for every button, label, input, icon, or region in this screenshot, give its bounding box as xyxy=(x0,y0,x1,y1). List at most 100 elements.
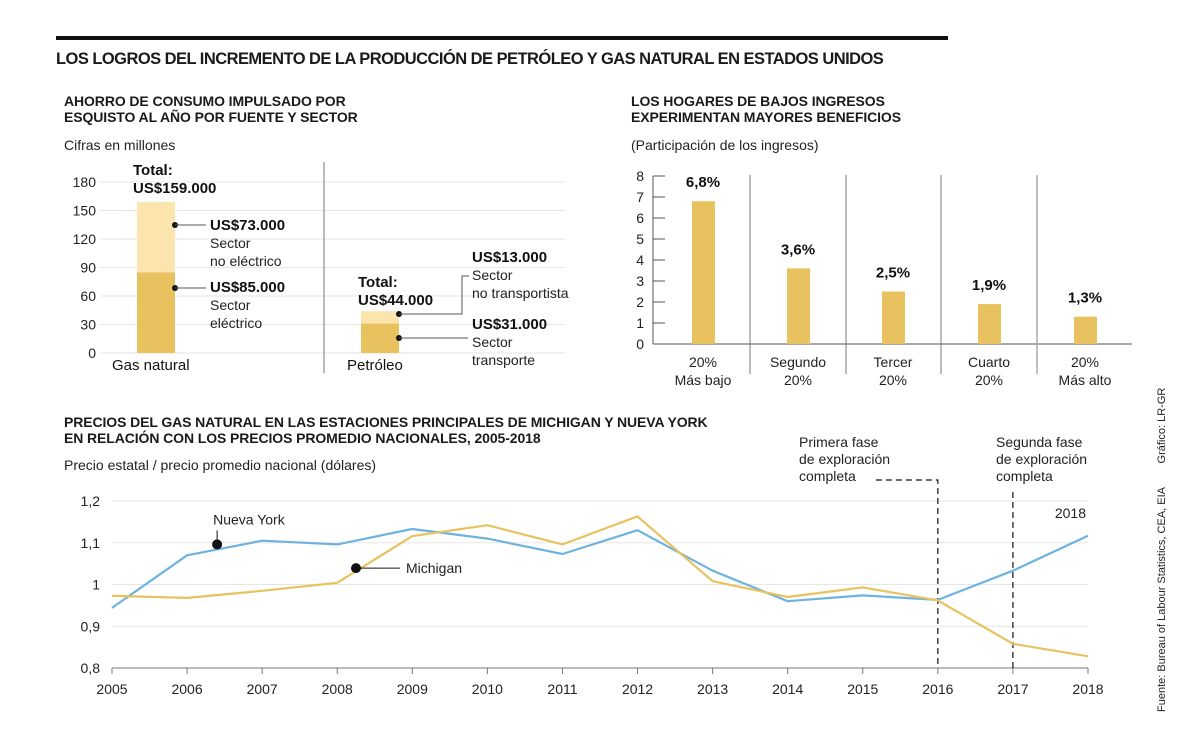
category-label: Gas natural xyxy=(112,357,190,374)
x-tick-label: 2018 xyxy=(1072,681,1103,697)
top-rule xyxy=(56,36,948,40)
y-tick-label: 120 xyxy=(73,231,97,247)
chart1-subtitle: Cifras en millones xyxy=(64,137,176,153)
bar-segment xyxy=(137,272,175,353)
chart1-title-line-1: AHORRO DE CONSUMO IMPULSADO POR xyxy=(64,93,346,109)
y-tick-label: 8 xyxy=(636,168,644,184)
segment-desc-label: eléctrico xyxy=(210,315,262,331)
x-tick-label: 2013 xyxy=(697,681,728,697)
y-tick-label: 150 xyxy=(73,203,97,219)
y-tick-label: 3 xyxy=(636,273,644,289)
y-tick-label: 0 xyxy=(636,336,644,352)
x-tick-label: 2016 xyxy=(922,681,953,697)
phase1-annotation: de exploración xyxy=(799,451,890,467)
bar-value-label: 1,3% xyxy=(1068,290,1102,307)
segment-desc-label: no transportista xyxy=(472,285,569,301)
bar-value-label: 6,8% xyxy=(686,174,720,191)
segment-value-label: US$73.000 xyxy=(210,217,285,234)
bar-segment xyxy=(361,323,399,353)
y-tick-label: 2 xyxy=(636,294,644,310)
chart2-subtitle: (Participación de los ingresos) xyxy=(631,137,819,153)
category-label: 20% xyxy=(784,372,812,388)
x-tick-label: 2012 xyxy=(622,681,653,697)
chart1-title-line-2: ESQUISTO AL AÑO POR FUENTE Y SECTOR xyxy=(64,109,358,125)
y-tick-label: 4 xyxy=(636,252,644,268)
phase1-annotation: Primera fase xyxy=(799,434,879,450)
year-annotation: 2018 xyxy=(1055,505,1086,521)
chart3-title-line-1: PRECIOS DEL GAS NATURAL EN LAS ESTACIONE… xyxy=(64,414,708,430)
segment-value-label: US$31.000 xyxy=(472,316,547,333)
y-tick-label: 30 xyxy=(80,317,96,333)
chart2-title-line-1: LOS HOGARES DE BAJOS INGRESOS xyxy=(631,93,885,109)
total-value: US$44.000 xyxy=(358,292,433,309)
segment-value-label: US$85.000 xyxy=(210,279,285,296)
x-tick-label: 2005 xyxy=(96,681,127,697)
mi-series-label: Michigan xyxy=(406,560,462,576)
y-tick-label: 0,9 xyxy=(81,618,101,634)
y-tick-label: 1,2 xyxy=(81,493,101,509)
total-value: US$159.000 xyxy=(133,180,216,197)
phase2-annotation: de exploración xyxy=(996,451,1087,467)
x-tick-label: 2009 xyxy=(397,681,428,697)
category-label: Segundo xyxy=(770,354,826,370)
x-tick-label: 2008 xyxy=(322,681,353,697)
category-label: 20% xyxy=(879,372,907,388)
income-bar xyxy=(1074,316,1097,344)
bar-value-label: 3,6% xyxy=(781,241,815,258)
phase1-annotation: completa xyxy=(799,468,856,484)
callout-line xyxy=(399,275,469,315)
series-line-michigan xyxy=(111,515,1089,658)
category-label: Cuarto xyxy=(968,354,1010,370)
category-label: Petróleo xyxy=(347,357,403,374)
y-tick-label: 7 xyxy=(636,189,644,205)
phase2-annotation: Segunda fase xyxy=(996,434,1083,450)
x-tick-label: 2007 xyxy=(247,681,278,697)
chart3-title-line-2: EN RELACIÓN CON LOS PRECIOS PROMEDIO NAC… xyxy=(64,430,541,446)
ny-label-dot xyxy=(212,539,223,550)
series-line-nueva-york xyxy=(111,527,1089,609)
category-label: 20% xyxy=(1071,354,1099,370)
income-bar xyxy=(692,201,715,344)
bar-segment xyxy=(361,311,399,324)
bar-segment xyxy=(137,201,175,273)
segment-desc-label: transporte xyxy=(472,352,535,368)
category-label: Más alto xyxy=(1059,372,1112,388)
chart-price-lines: 0,8 0,9 1 1,1 1,2 2005 2006 2007 2008 2009 2010 201… xyxy=(81,434,1104,697)
segment-desc-label: Sector xyxy=(472,334,513,350)
phase2-annotation: completa xyxy=(996,468,1053,484)
chart3-subtitle: Precio estatal / precio promedio naciona… xyxy=(64,457,377,473)
segment-desc-label: Sector xyxy=(210,235,251,251)
phase1-dashed-line xyxy=(875,479,939,668)
x-tick-label: 2006 xyxy=(171,681,202,697)
segment-desc-label: Sector xyxy=(210,297,251,313)
y-tick-label: 60 xyxy=(80,288,96,304)
y-tick-label: 1 xyxy=(636,315,644,331)
chart1-title: AHORRO DE CONSUMO IMPULSADO POR ESQUISTO… xyxy=(64,93,358,125)
segment-value-label: US$13.000 xyxy=(472,249,547,266)
x-tick-label: 2017 xyxy=(997,681,1028,697)
y-tick-label: 1 xyxy=(92,577,100,593)
income-bar xyxy=(978,304,1001,344)
total-label: Total: xyxy=(358,274,398,291)
y-tick-label: 0,8 xyxy=(81,660,101,676)
x-tick-label: 2015 xyxy=(847,681,878,697)
main-title: LOS LOGROS DEL INCREMENTO DE LA PRODUCCI… xyxy=(56,49,884,68)
category-label: Más bajo xyxy=(675,372,732,388)
segment-desc-label: no eléctrico xyxy=(210,253,282,269)
total-label: Total: xyxy=(133,162,173,179)
x-tick-label: 2010 xyxy=(472,681,503,697)
chart2-title-line-2: EXPERIMENTAN MAYORES BENEFICIOS xyxy=(631,109,901,125)
y-tick-label: 90 xyxy=(80,260,96,276)
category-label: 20% xyxy=(689,354,717,370)
y-tick-label: 1,1 xyxy=(81,535,101,551)
category-label: Tercer xyxy=(874,354,913,370)
x-tick-label: 2014 xyxy=(772,681,803,697)
bar-value-label: 1,9% xyxy=(972,277,1006,294)
chart3-title: PRECIOS DEL GAS NATURAL EN LAS ESTACIONE… xyxy=(64,414,708,446)
income-bar xyxy=(787,268,810,344)
income-bar xyxy=(882,291,905,344)
bar-value-label: 2,5% xyxy=(876,265,910,282)
y-tick-label: 5 xyxy=(636,231,644,247)
category-label: 20% xyxy=(975,372,1003,388)
